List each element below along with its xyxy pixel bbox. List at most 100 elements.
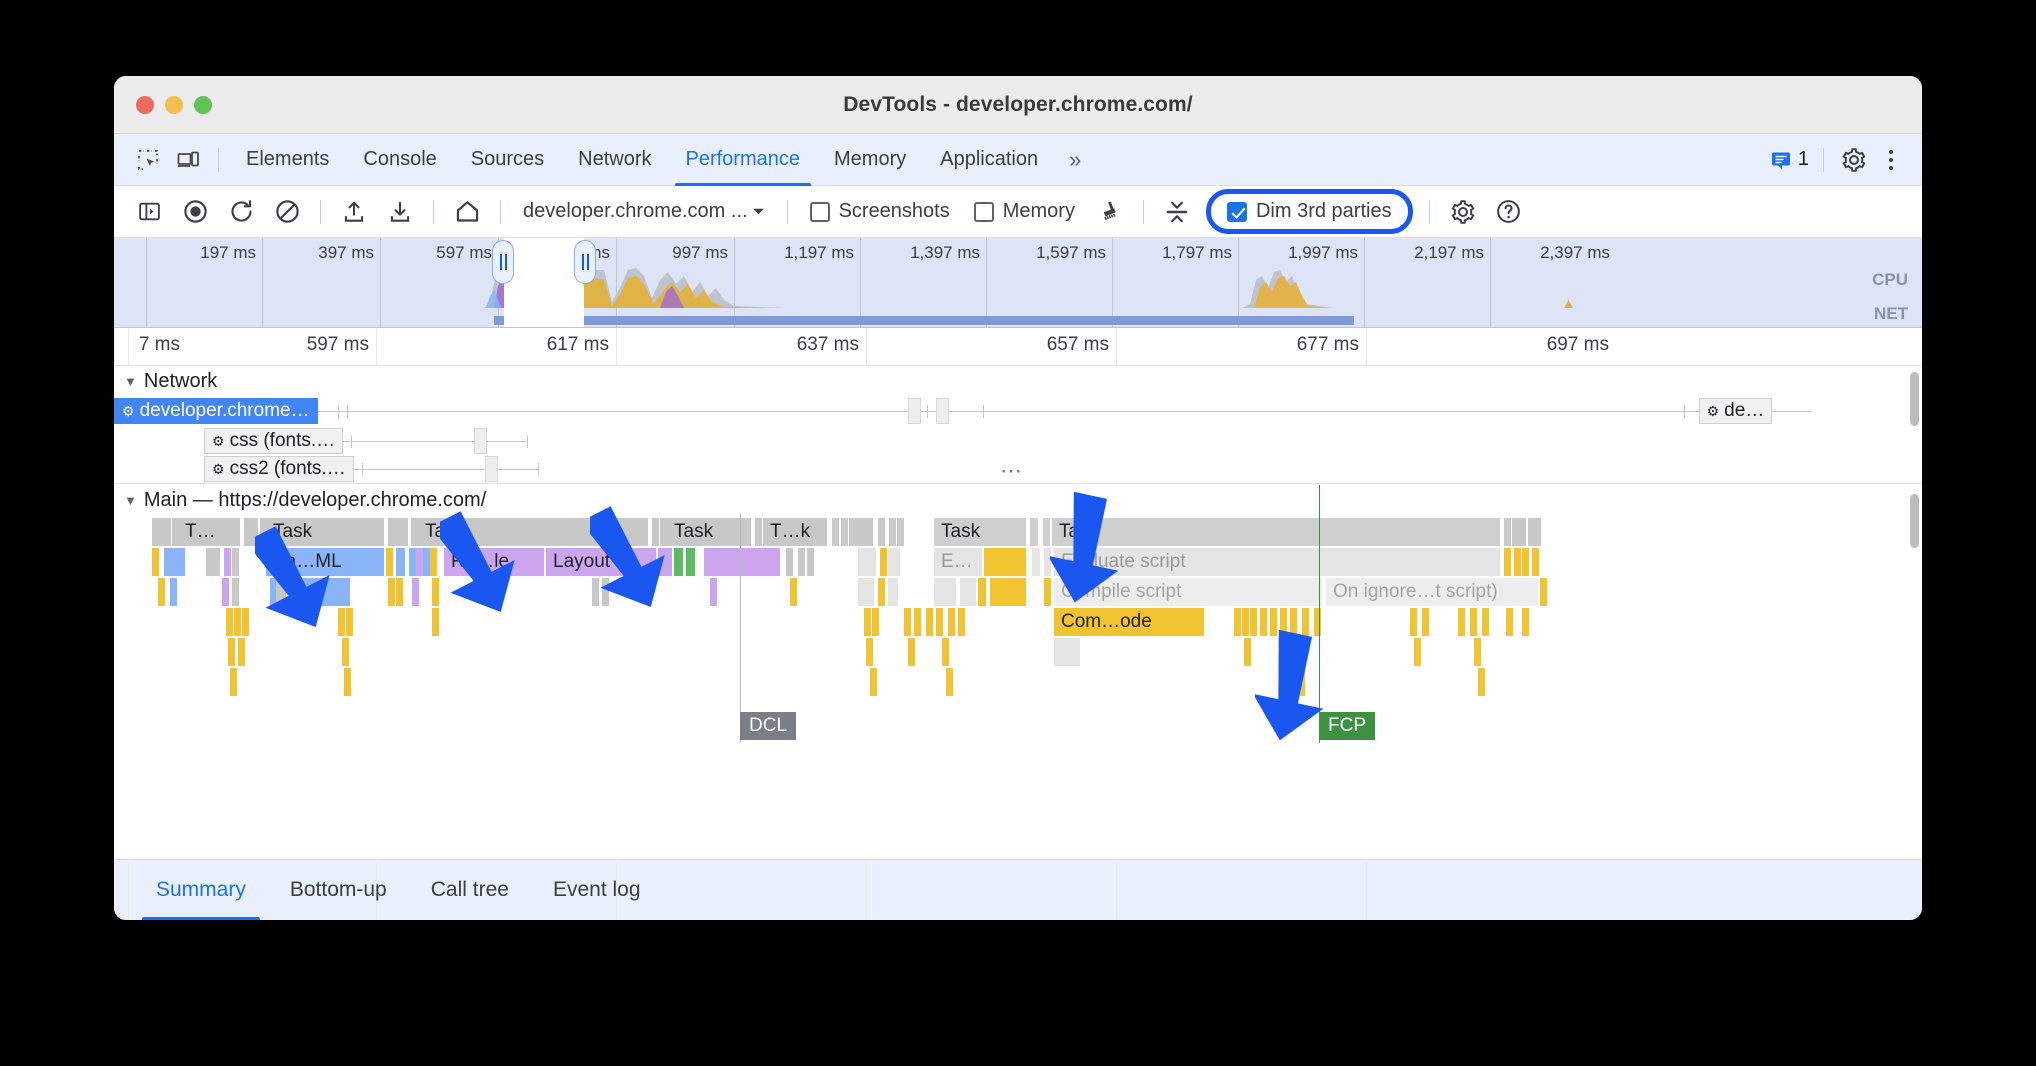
timeline-overview[interactable]: 197 ms 397 ms 597 ms 797 ms 997 ms 1,197… <box>114 238 1922 328</box>
home-icon[interactable] <box>444 194 490 230</box>
overview-tick: 397 ms <box>318 243 374 262</box>
flame-event[interactable]: Re…le <box>444 548 544 576</box>
maximize-window-button[interactable] <box>194 95 212 114</box>
window-controls <box>136 95 212 114</box>
overview-tick: 1,397 ms <box>910 243 980 262</box>
gear-icon[interactable] <box>1834 143 1874 177</box>
dim-third-parties-checkbox[interactable]: Dim 3rd parties <box>1205 189 1413 234</box>
overview-selection-window[interactable] <box>504 238 584 327</box>
tab-console[interactable]: Console <box>363 148 437 170</box>
ruler-tick: 597 ms <box>306 334 369 355</box>
recording-selector-label: developer.chrome.com ... <box>523 200 748 222</box>
tab-sources[interactable]: Sources <box>470 148 545 170</box>
overview-tick: 1,797 ms <box>1162 243 1232 262</box>
main-scrollbar[interactable] <box>1910 494 1919 548</box>
flame-event[interactable]: Pa…ML <box>266 548 384 576</box>
flame-event-dimmed[interactable]: On ignore…t script) <box>1326 578 1538 606</box>
memory-checkbox-box[interactable] <box>973 201 994 222</box>
flame-event-dimmed[interactable]: Evaluate script <box>1054 548 1500 576</box>
network-request-label: de… <box>1724 400 1765 421</box>
task-block[interactable]: T…k <box>763 518 827 546</box>
minimize-window-button[interactable] <box>165 95 183 114</box>
flame-row-5[interactable] <box>114 638 1922 666</box>
network-scrollbar[interactable] <box>1910 372 1919 426</box>
tab-performance[interactable]: Performance <box>669 134 818 186</box>
overview-network-bar <box>494 316 1354 325</box>
fcp-marker[interactable]: FCP <box>1319 712 1375 740</box>
inspect-element-icon[interactable] <box>128 143 168 177</box>
main-track-title: Main — https://developer.chrome.com/ <box>143 488 487 511</box>
dcl-marker[interactable]: DCL <box>740 712 797 740</box>
collapse-triangle-icon[interactable]: ▼ <box>124 492 137 508</box>
ruler-tick: 617 ms <box>546 334 609 355</box>
overview-net-label: NET <box>1874 304 1908 323</box>
download-profile-icon[interactable] <box>377 194 423 230</box>
network-request-chip[interactable]: ⚙ developer.chrome… <box>114 398 318 424</box>
memory-checkbox[interactable]: Memory <box>962 200 1087 223</box>
more-tabs-button[interactable]: » <box>1069 146 1081 172</box>
tab-call-tree[interactable]: Call tree <box>430 878 509 901</box>
network-request-chip[interactable]: ⚙ de… <box>1698 398 1773 424</box>
network-request-label: developer.chrome… <box>139 400 310 421</box>
device-toolbar-icon[interactable] <box>168 143 208 177</box>
flame-row-2[interactable]: Pa…ML Re…le Layout E… <box>114 548 1922 576</box>
timeline-ruler[interactable]: 7 ms 597 ms 617 ms 637 ms 657 ms 677 ms … <box>114 328 1922 920</box>
track-resizer-dots[interactable]: ⋯ <box>1000 458 1024 483</box>
clear-icon[interactable] <box>264 194 310 230</box>
tab-summary[interactable]: Summary <box>134 860 268 920</box>
task-block[interactable]: Task <box>418 518 648 546</box>
flame-row-4[interactable]: Com…ode <box>114 608 1922 636</box>
flame-event[interactable]: Com…ode <box>1054 608 1204 636</box>
close-window-button[interactable] <box>136 95 154 114</box>
tab-memory[interactable]: Memory <box>834 148 907 170</box>
collapse-triangle-icon[interactable]: ▼ <box>124 373 137 389</box>
network-request-chip[interactable]: ⚙ css2 (fonts.… <box>204 456 354 482</box>
flame-event-dimmed[interactable]: E… <box>934 548 982 576</box>
network-request-chip[interactable]: ⚙ css (fonts.… <box>204 428 344 454</box>
network-track-title: Network <box>143 369 218 392</box>
issues-count: 1 <box>1797 148 1809 170</box>
kebab-menu-icon[interactable] <box>1874 149 1908 170</box>
flame-row-3[interactable]: Compile script On ignore…t script) <box>114 578 1922 606</box>
main-track[interactable]: ▼ Main — https://developer.chrome.com/ T… <box>114 485 1922 859</box>
tab-event-log[interactable]: Event log <box>552 878 641 901</box>
timeline-tracks[interactable]: ▼ Network ⚙ developer.chrome… <box>114 366 1922 859</box>
flame-event-dimmed[interactable]: Compile script <box>1054 578 1322 606</box>
hide-children-icon[interactable] <box>1154 194 1200 230</box>
overview-right-handle[interactable] <box>574 240 596 284</box>
network-track-header[interactable]: ▼ Network <box>114 366 1922 396</box>
task-block-dimmed[interactable]: Task <box>1052 518 1500 546</box>
task-block[interactable]: T… <box>178 518 240 546</box>
flame-row-tasks[interactable]: T… Task Task Task T…k <box>114 518 1922 546</box>
capture-settings-gear-icon[interactable] <box>1440 194 1486 230</box>
task-block[interactable]: Task <box>266 518 384 546</box>
ruler-tick: 697 ms <box>1546 334 1609 355</box>
task-block[interactable]: Task <box>667 518 751 546</box>
record-icon[interactable] <box>172 194 218 230</box>
tab-network[interactable]: Network <box>578 148 652 170</box>
main-track-header[interactable]: ▼ Main — https://developer.chrome.com/ <box>114 485 1922 515</box>
network-track[interactable]: ▼ Network ⚙ developer.chrome… <box>114 366 1922 484</box>
ruler-tick: 7 ms <box>138 334 180 355</box>
tab-application[interactable]: Application <box>940 148 1039 170</box>
screenshots-label: Screenshots <box>838 200 950 222</box>
sidebar-toggle-icon[interactable] <box>126 194 172 230</box>
screenshots-checkbox[interactable]: Screenshots <box>798 200 962 223</box>
tab-elements[interactable]: Elements <box>246 148 330 170</box>
collect-garbage-icon[interactable] <box>1087 194 1133 230</box>
screenshots-checkbox-box[interactable] <box>809 201 830 222</box>
upload-profile-icon[interactable] <box>331 194 377 230</box>
network-request-label: css2 (fonts.… <box>229 458 346 479</box>
help-icon[interactable] <box>1486 194 1532 230</box>
overview-tick: 597 ms <box>436 243 492 262</box>
overview-left-handle[interactable] <box>492 240 514 284</box>
reload-record-icon[interactable] <box>218 194 264 230</box>
overview-tick: 1,597 ms <box>1036 243 1106 262</box>
recording-selector[interactable]: developer.chrome.com ... <box>511 200 777 223</box>
task-block-dimmed[interactable]: Task <box>934 518 1026 546</box>
flame-row-6[interactable] <box>114 668 1922 696</box>
dim-third-parties-checkbox-box[interactable] <box>1226 201 1247 222</box>
tab-bottom-up[interactable]: Bottom-up <box>289 878 387 901</box>
issues-button[interactable]: 1 <box>1769 148 1809 172</box>
flame-event[interactable]: Layout <box>546 548 656 576</box>
